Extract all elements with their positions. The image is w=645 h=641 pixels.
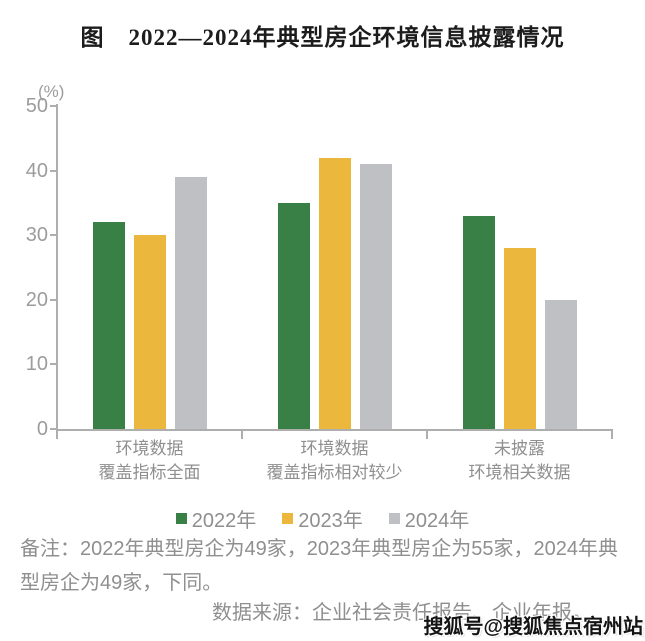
bar-2023年-cat2	[503, 248, 536, 429]
x-tick	[611, 430, 613, 439]
x-axis-line	[56, 429, 613, 431]
y-tick	[50, 298, 56, 301]
y-tick-label: 10	[25, 353, 48, 376]
bar-2023年-cat0	[133, 235, 166, 429]
y-axis-unit-label: (%)	[38, 82, 65, 101]
legend-item-2022年: 2022年	[175, 504, 257, 533]
chart-title: 图 2022—2024年典型房企环境信息披露情况	[80, 25, 565, 50]
y-tick	[50, 105, 56, 107]
bar-2024年-cat1	[359, 164, 392, 429]
legend-swatch-icon	[175, 513, 187, 524]
bar-2022年-cat0	[92, 222, 125, 429]
legend-label: 2023年	[298, 510, 363, 532]
category-label-1: 环境数据 覆盖指标相对较少	[266, 439, 403, 482]
y-tick-label: 50	[25, 95, 48, 117]
footnote-remark: 备注：2022年典型房企为49家，2023年典型房企为55家，2024年典型房企…	[20, 538, 618, 594]
bar-2022年-cat2	[462, 215, 495, 429]
y-tick	[50, 234, 56, 237]
y-tick-label: 30	[25, 224, 48, 247]
y-tick-label: 20	[25, 288, 48, 311]
y-tick-label: 40	[25, 159, 48, 182]
y-tick-label: 0	[36, 418, 48, 440]
bar-group-1	[277, 157, 392, 429]
legend-label: 2024年	[404, 510, 470, 532]
x-tick	[56, 430, 58, 439]
plot-area	[57, 106, 612, 429]
category-label-2: 未披露 环境相关数据	[468, 439, 571, 482]
legend-label: 2022年	[191, 510, 257, 532]
watermark: 搜狐号@搜狐焦点宿州站	[423, 616, 643, 638]
x-tick	[426, 430, 428, 439]
bar-group-2	[462, 215, 577, 429]
legend-item-2023年: 2023年	[282, 504, 363, 533]
bar-2023年-cat1	[318, 157, 351, 429]
category-label-0: 环境数据 覆盖指标全面	[98, 439, 201, 482]
data-source-note: 数据来源：企业社会责任报告、企业年报。	[212, 602, 592, 624]
bar-group-0	[92, 177, 207, 429]
legend-swatch-icon	[388, 513, 400, 524]
y-tick	[50, 428, 56, 430]
y-tick	[50, 169, 56, 172]
bar-2022年-cat1	[277, 202, 310, 429]
y-axis-line	[56, 104, 58, 431]
y-tick	[50, 363, 56, 366]
x-tick	[241, 430, 243, 439]
bar-2024年-cat0	[174, 177, 207, 429]
legend: 2022年 2023年 2024年	[0, 504, 645, 533]
legend-item-2024年: 2024年	[388, 504, 470, 533]
bar-2024年-cat2	[544, 299, 577, 429]
legend-swatch-icon	[282, 513, 294, 524]
